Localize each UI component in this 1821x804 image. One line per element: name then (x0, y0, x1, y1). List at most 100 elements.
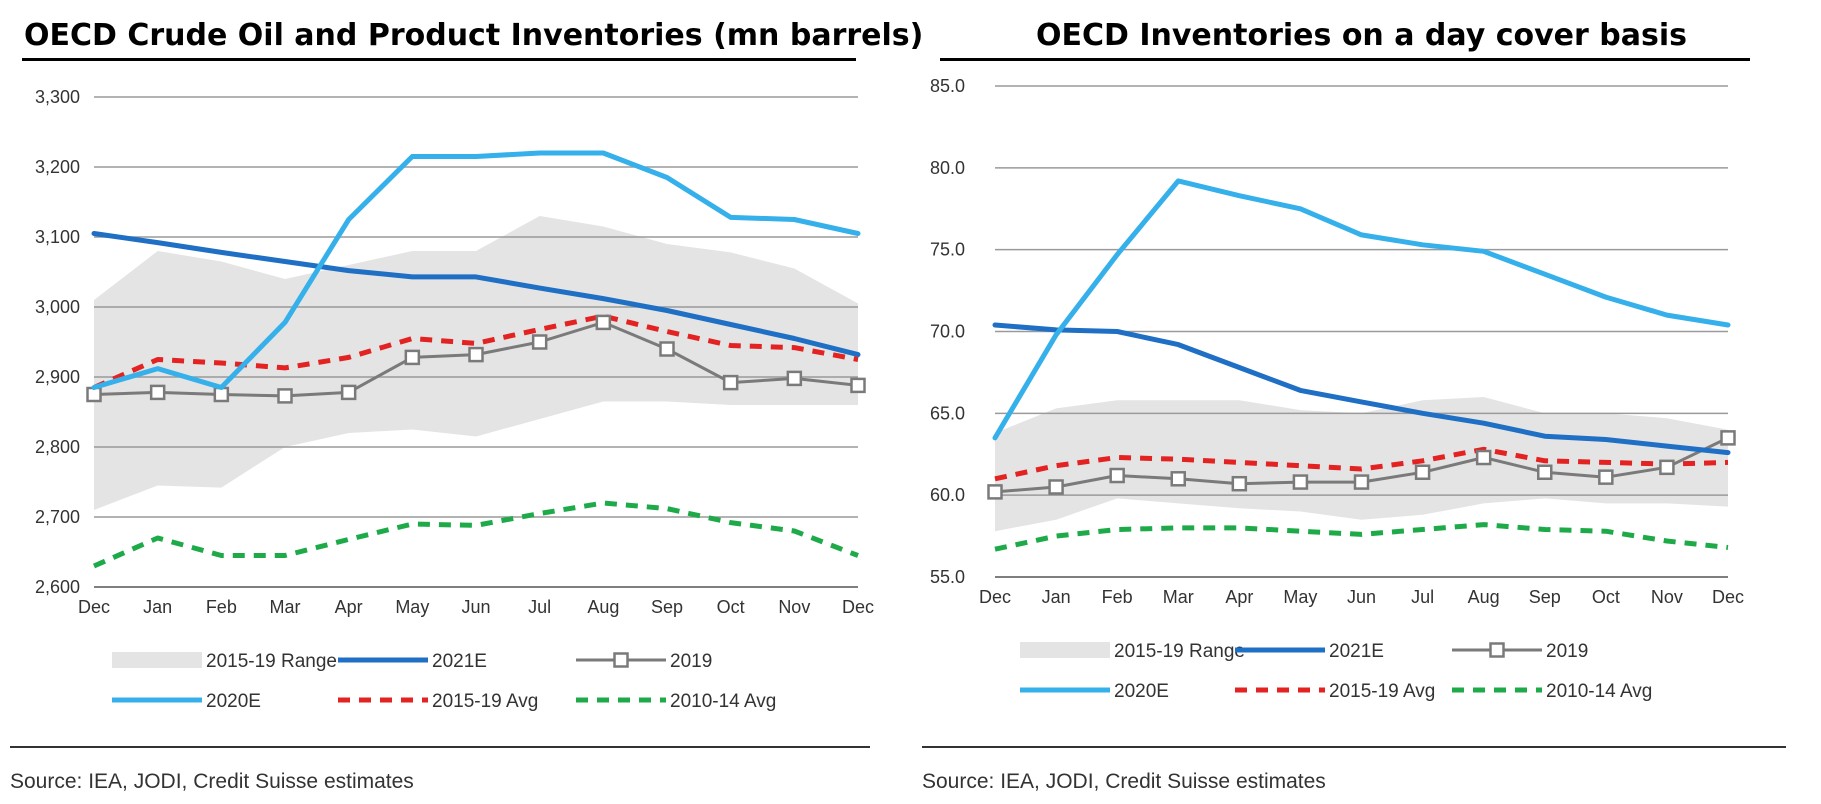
x-tick-label: Oct (1592, 587, 1620, 607)
x-tick-label: Dec (979, 587, 1011, 607)
legend-label-2020e: 2020E (206, 691, 261, 712)
legend-label-2019: 2019 (1546, 641, 1588, 662)
x-tick-label: Aug (587, 597, 619, 617)
x-tick-label: May (1283, 587, 1317, 607)
series-point-2019 (531, 334, 548, 350)
series-point-2019 (1292, 474, 1309, 490)
series-point-2019 (1414, 464, 1431, 481)
x-tick-label: Sep (651, 597, 683, 617)
series-point-2019 (1231, 475, 1248, 492)
day-cover-chart: 55.0 60.0 65.0 70.0 75.0 80.0 85.0 Dec Jan Feb Mar… (930, 76, 1744, 702)
y-tick-label: 70.0 (930, 322, 965, 342)
y-tick-label: 3,100 (35, 227, 80, 247)
inventories-chart: 2,600 2,700 2,800 2,900 3,000 3,100 3,200 3,300… (35, 87, 874, 712)
series-point-2019 (1170, 471, 1186, 487)
series-point-2019 (1353, 474, 1370, 490)
y-tick-label: 85.0 (930, 76, 965, 96)
series-point-2019 (277, 388, 293, 404)
y-tick-label: 3,000 (35, 297, 80, 317)
legend-label-2010-14-avg: 2010-14 Avg (1546, 681, 1652, 702)
series-point-2019 (850, 377, 866, 394)
title-underline (22, 58, 856, 61)
series-line-2020e (91, 150, 861, 390)
series-point-2019 (786, 370, 803, 387)
series-point-2019 (404, 349, 421, 366)
x-tick-label: Apr (335, 597, 363, 617)
legend-marker-2019 (613, 652, 629, 668)
legend-label-2021e: 2021E (432, 651, 487, 672)
series-point-2019 (659, 341, 675, 357)
legend-marker-2019 (1489, 642, 1505, 658)
legend-label-2015-19-range: 2015-19 Range (1114, 641, 1245, 662)
x-tick-label: Jun (461, 597, 490, 617)
y-tick-label: 60.0 (930, 485, 965, 505)
chart-panel-inventories: OECD Crude Oil and Product Inventories (… (0, 0, 923, 804)
x-tick-label: Oct (717, 597, 745, 617)
series-point-2019 (1598, 469, 1614, 485)
legend-label-2010-14-avg: 2010-14 Avg (670, 691, 776, 712)
title-underline (940, 58, 1750, 61)
y-tick-label: 2,600 (35, 577, 80, 597)
x-tick-label: Jul (528, 597, 551, 617)
series-point-2019 (987, 484, 1003, 500)
series-line-2021e (91, 231, 861, 358)
series-point-2019 (340, 384, 357, 401)
x-tick-label: Dec (842, 597, 874, 617)
y-tick-label: 75.0 (930, 240, 965, 260)
y-tick-label: 2,700 (35, 507, 80, 527)
series-line-2010-14-avg (92, 500, 859, 569)
y-tick-label: 80.0 (930, 158, 965, 178)
x-tick-label: Mar (1163, 587, 1194, 607)
series-line-2010-14-avg (994, 522, 1729, 552)
legend-label-2020e: 2020E (1114, 681, 1169, 702)
legend-swatch-range (1020, 642, 1110, 658)
chart-panel-day-cover: OECD Inventories on a day cover basis 55… (900, 0, 1821, 804)
series-line-2015-19-avg (92, 313, 859, 390)
series-line-2015-19-avg (994, 446, 1729, 482)
x-tick-label: Jun (1347, 587, 1376, 607)
series-point-2019 (722, 374, 739, 391)
x-tick-label: Nov (1651, 587, 1683, 607)
y-tick-label: 3,300 (35, 87, 80, 107)
x-tick-label: Dec (1712, 587, 1744, 607)
legend-label-2015-19-avg: 2015-19 Avg (1329, 681, 1435, 702)
series-point-2019 (1109, 467, 1125, 484)
x-tick-label: Mar (270, 597, 301, 617)
x-tick-label: Nov (778, 597, 810, 617)
footer-divider (922, 746, 1786, 748)
x-tick-label: Apr (1225, 587, 1253, 607)
legend-label-2019: 2019 (670, 651, 712, 672)
chart-title: OECD Inventories on a day cover basis (1036, 18, 1687, 53)
source-note: Source: IEA, JODI, Credit Suisse estimat… (10, 770, 414, 793)
legend-label-2021e: 2021E (1329, 641, 1384, 662)
x-tick-label: Aug (1468, 587, 1500, 607)
x-tick-label: Jan (143, 597, 172, 617)
series-line-2021e (992, 322, 1731, 456)
series-line-2020e (992, 178, 1731, 441)
y-tick-label: 65.0 (930, 403, 965, 423)
series-point-2019 (1720, 430, 1736, 446)
x-tick-label: Dec (78, 597, 110, 617)
series-point-2019 (1048, 479, 1064, 495)
y-tick-label: 3,200 (35, 157, 80, 177)
y-tick-label: 2,900 (35, 367, 80, 387)
chart-title: OECD Crude Oil and Product Inventories (… (24, 18, 924, 53)
legend-swatch-range (112, 652, 202, 668)
source-note: Source: IEA, JODI, Credit Suisse estimat… (922, 770, 1326, 793)
series-point-2019 (1475, 449, 1492, 466)
x-tick-label: Feb (1102, 587, 1133, 607)
x-tick-label: Jan (1042, 587, 1071, 607)
x-tick-label: Sep (1529, 587, 1561, 607)
legend-label-2015-19-range: 2015-19 Range (206, 651, 337, 672)
range-band (94, 216, 858, 510)
footer-divider (10, 746, 870, 748)
y-tick-label: 2,800 (35, 437, 80, 457)
x-tick-label: Feb (206, 597, 237, 617)
series-point-2019 (468, 346, 484, 363)
range-band (995, 397, 1728, 532)
series-point-2019 (595, 314, 612, 331)
x-tick-label: Jul (1411, 587, 1434, 607)
series-point-2019 (1537, 464, 1553, 481)
y-tick-label: 55.0 (930, 567, 965, 587)
series-point-2019 (1659, 459, 1675, 476)
